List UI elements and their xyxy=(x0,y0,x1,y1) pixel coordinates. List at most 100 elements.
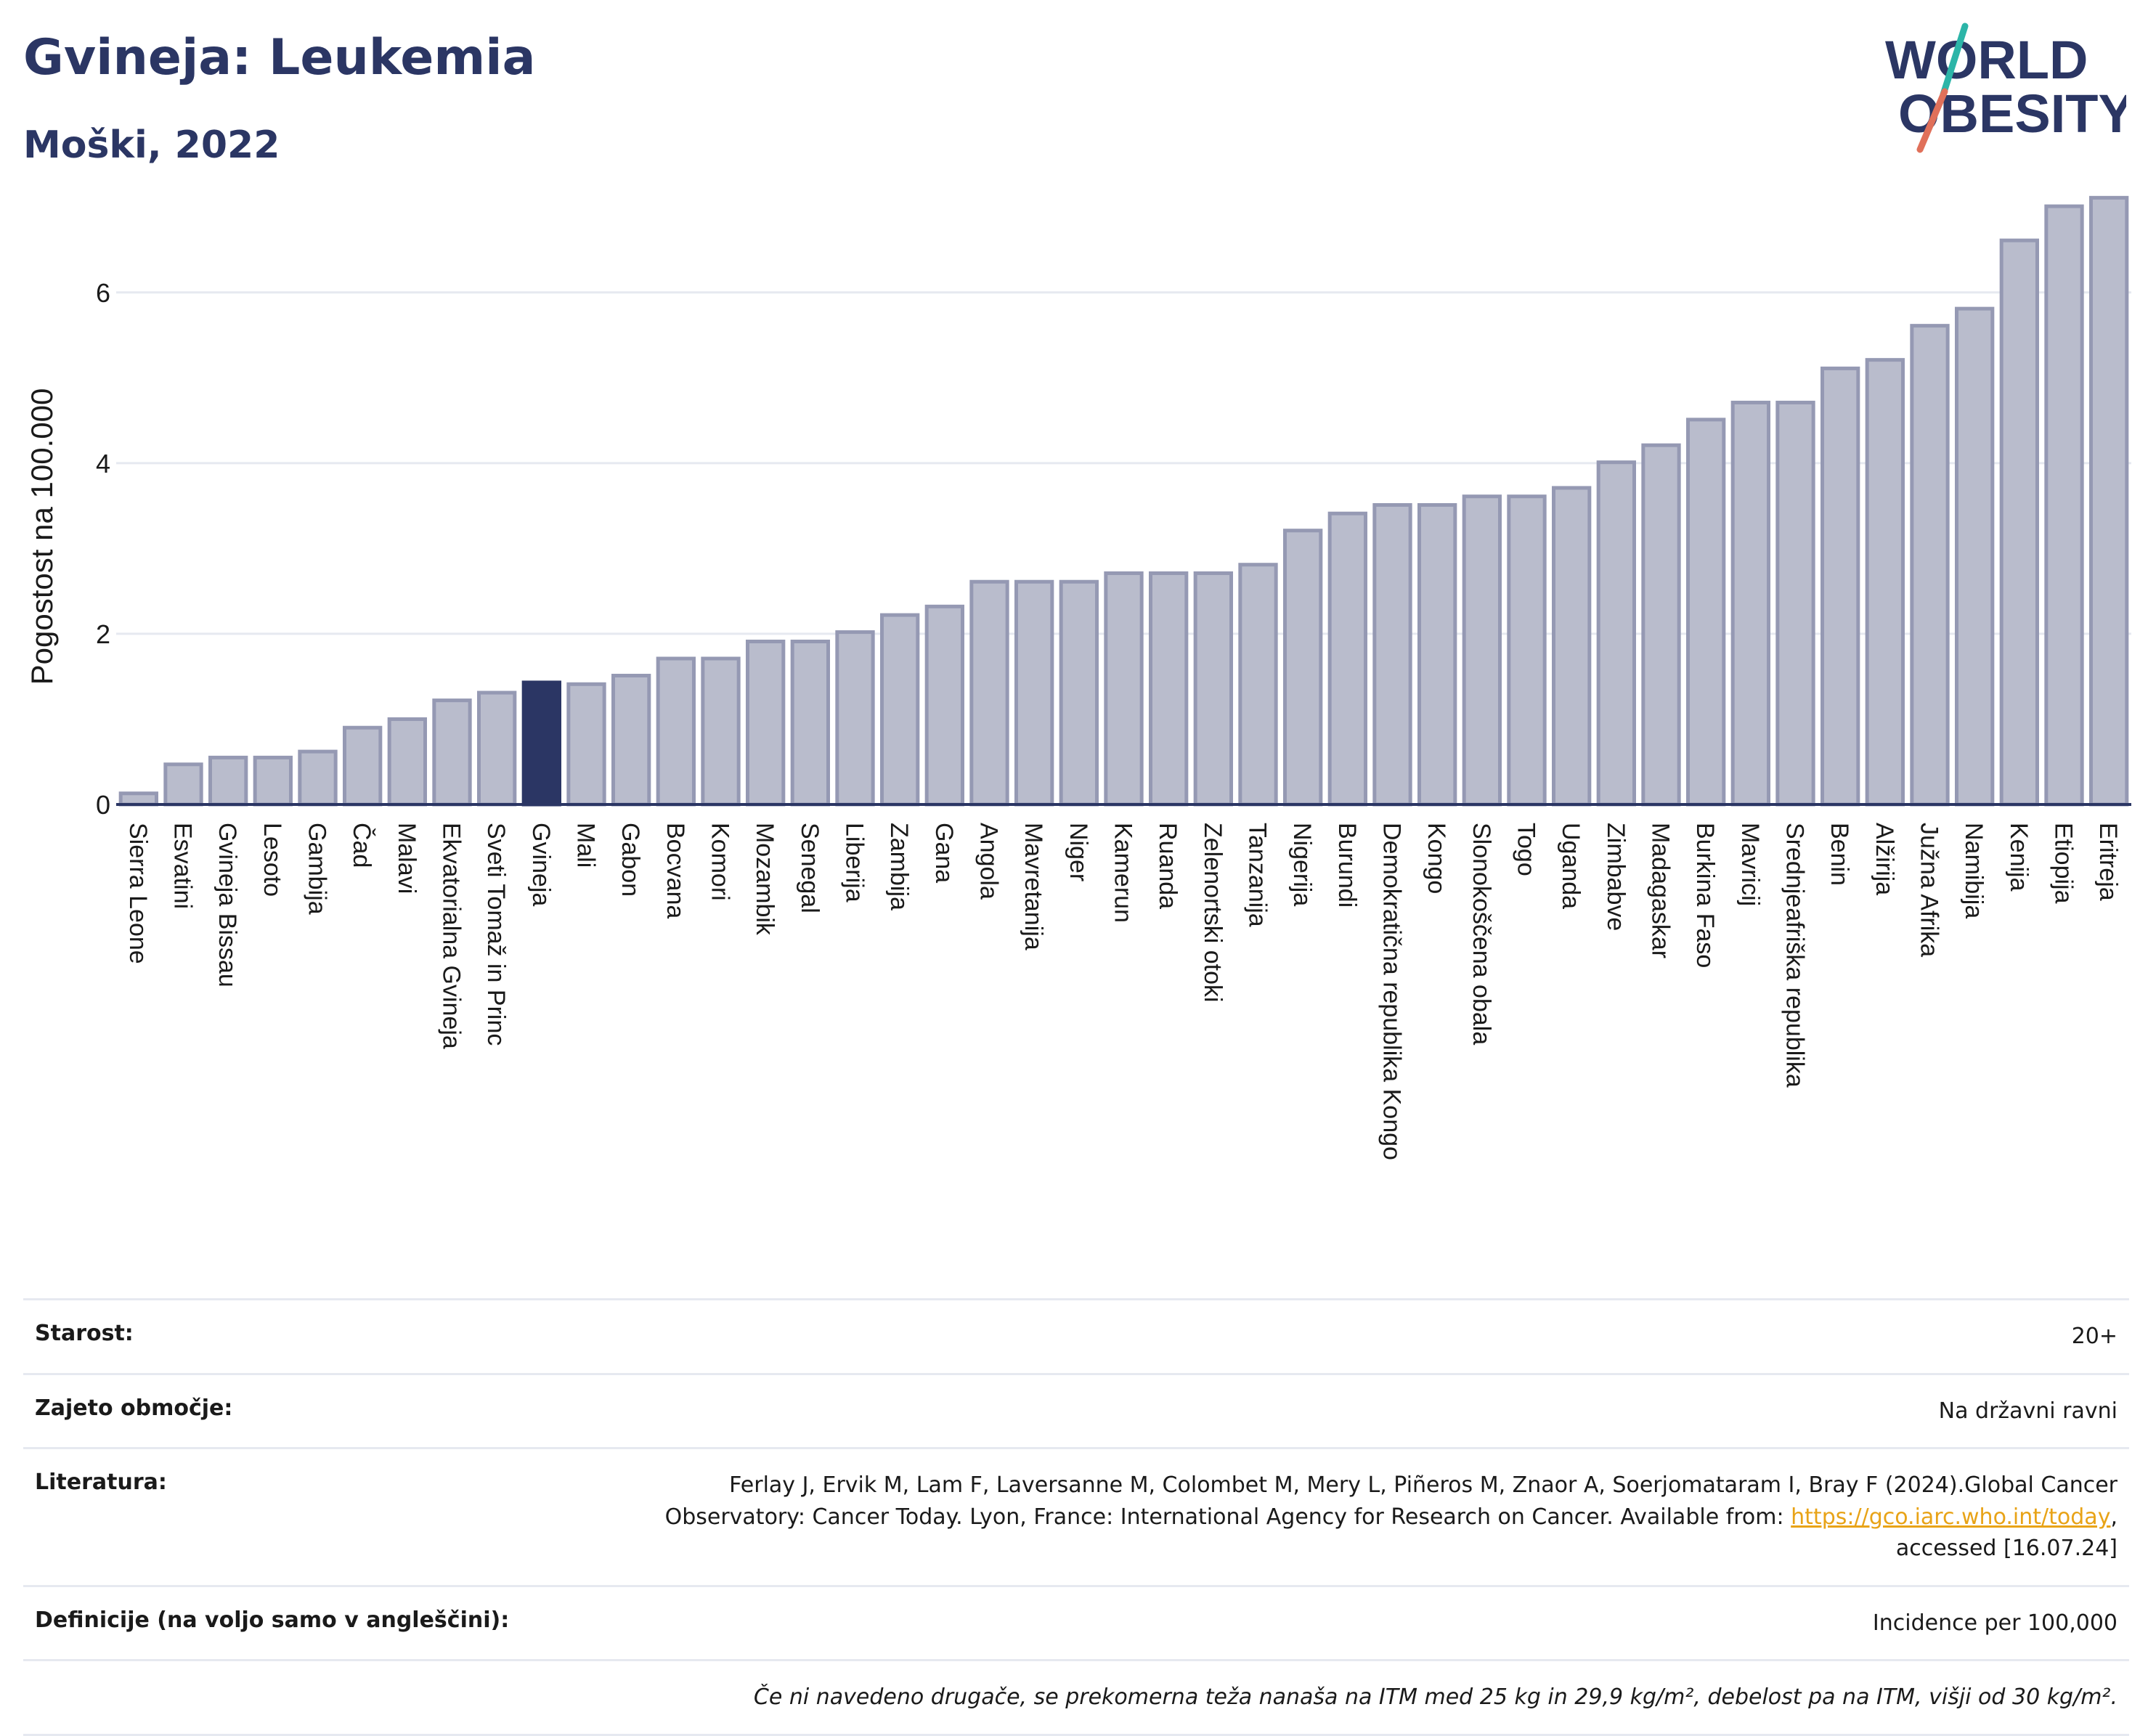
x-tick-label: Slonokoščena obala xyxy=(1468,823,1495,1045)
x-tick-label: Togo xyxy=(1513,823,1540,876)
x-tick-label: Komori xyxy=(707,823,734,901)
logo-slash-teal xyxy=(1940,23,1969,98)
bar-angola xyxy=(969,579,1009,807)
x-tick-label: Nigerija xyxy=(1288,823,1316,906)
x-tick-label: Sveti Tomaž in Princ xyxy=(482,823,510,1046)
bar-gvineja-bissau xyxy=(208,755,248,807)
bar-ekvatorialna-gvineja xyxy=(432,698,472,807)
x-tick-label: Gvineja Bissau xyxy=(213,823,241,987)
x-tick-label: Zambija xyxy=(885,823,913,910)
info-table: Starost: 20+ Zajeto območje: Na državni … xyxy=(23,1298,2129,1736)
page-title: Gvineja: Leukemia xyxy=(23,29,536,86)
x-tick-label: Mozambik xyxy=(751,823,778,936)
x-tick-label: Gambija xyxy=(304,823,331,915)
x-tick-label: Etiopija xyxy=(2050,823,2078,904)
info-row-area: Zajeto območje: Na državni ravni xyxy=(23,1372,2129,1448)
x-tick-label: Sierra Leone xyxy=(124,823,152,964)
area-value: Na državni ravni xyxy=(1938,1398,2118,1424)
bar-togo xyxy=(1507,494,1547,807)
bar-sierra-leone xyxy=(118,791,159,807)
bar-zelenortski-otoki xyxy=(1193,571,1233,807)
y-tick-label: 0 xyxy=(96,790,110,820)
page-subtitle: Moški, 2022 xyxy=(23,123,280,167)
bar-chart: 0 2 4 6 Sierra Leone Esvatini Gvineja Bissau Le… xyxy=(25,195,2131,1160)
x-tick-label: Niger xyxy=(1065,823,1092,881)
definitions-value: Incidence per 100,000 xyxy=(1872,1610,2118,1636)
bar-liberija xyxy=(835,630,875,807)
x-tick-label: Uganda xyxy=(1557,823,1584,909)
bar-čad xyxy=(343,725,383,807)
bar-gana xyxy=(924,604,964,807)
bar-burkina-faso xyxy=(1686,417,1726,807)
x-tick-label: Čad xyxy=(348,823,375,868)
bar-alžirija xyxy=(1865,358,1905,807)
x-tick-label: Kongo xyxy=(1423,823,1450,894)
logo-text-world: WORLD xyxy=(1885,30,2088,90)
x-tick-label: Lesoto xyxy=(259,823,286,897)
bar-demokratična-republika-kongo xyxy=(1372,502,1412,807)
bar-benin xyxy=(1820,366,1860,807)
bar-malavi xyxy=(387,717,428,807)
area-label: Zajeto območje: xyxy=(35,1395,233,1421)
info-row-definitions: Definicije (na voljo samo v angleščini):… xyxy=(23,1584,2129,1660)
bar-uganda xyxy=(1552,486,1592,807)
x-tick-label: Gabon xyxy=(617,823,644,897)
x-tick-label: Gvineja xyxy=(527,823,555,906)
x-tick-label: Južna Afrika xyxy=(1916,823,1943,957)
x-tick-label: Namibija xyxy=(1960,823,1988,918)
bar-madagaskar xyxy=(1641,443,1681,807)
bar-senegal xyxy=(790,640,830,807)
age-value: 20+ xyxy=(2071,1324,2118,1349)
bar-slonokoščena-obala xyxy=(1462,494,1502,807)
literature-value: Ferlay J, Ervik M, Lam F, Laversanne M, … xyxy=(593,1470,2118,1565)
world-obesity-logo: WORLD OBESITY xyxy=(1885,23,2126,153)
x-tick-label: Demokratična republika Kongo xyxy=(1378,823,1406,1160)
literature-link[interactable]: https://gco.iarc.who.int/today xyxy=(1791,1504,2111,1530)
bar-eritreja xyxy=(2089,195,2129,807)
y-axis-label: Pogostost na 100.000 xyxy=(25,388,59,685)
x-tick-label: Madagaskar xyxy=(1647,823,1675,958)
bar-mavretanija xyxy=(1014,579,1054,807)
literature-accessed: , accessed [16.07.24] xyxy=(1895,1504,2118,1562)
x-tick-label: Liberija xyxy=(841,823,868,902)
bar-kamerun xyxy=(1104,571,1144,807)
bar-mali xyxy=(566,682,606,807)
x-tick-label: Angola xyxy=(975,823,1003,900)
age-label: Starost: xyxy=(35,1321,134,1346)
x-tick-label: Bocvana xyxy=(662,823,689,918)
x-tick-label: Gana xyxy=(930,823,958,883)
x-tick-label: Eritreja xyxy=(2094,823,2122,901)
logo-slash-red xyxy=(1916,88,1948,153)
bar-tanzanija xyxy=(1238,563,1278,807)
x-tick-label: Burkina Faso xyxy=(1691,823,1719,968)
bar-bocvana xyxy=(656,656,696,807)
x-tick-label: Esvatini xyxy=(169,823,197,909)
x-tick-label: Srednjeafriška republika xyxy=(1781,823,1809,1088)
bar-zimbabve xyxy=(1596,460,1637,807)
y-tick-label: 4 xyxy=(96,449,110,478)
bar-etiopija xyxy=(2044,204,2084,807)
bar-srednjeafriška-republika xyxy=(1775,400,1815,807)
literature-label: Literatura: xyxy=(35,1470,167,1495)
x-tick-label: Malavi xyxy=(393,823,420,894)
x-tick-label: Mavricij xyxy=(1736,823,1764,906)
bar-nigerija xyxy=(1283,529,1323,807)
x-tick-label: Tanzanija xyxy=(1244,823,1272,927)
bar-ruanda xyxy=(1149,571,1189,807)
bar-kongo xyxy=(1417,502,1457,807)
bar-gambija xyxy=(298,749,338,807)
info-row-age: Starost: 20+ xyxy=(23,1298,2129,1373)
literature-text: Ferlay J, Ervik M, Lam F, Laversanne M, … xyxy=(664,1472,2118,1530)
bar-gabon xyxy=(611,674,651,807)
x-tick-label: Alžirija xyxy=(1871,823,1898,895)
x-tick-label: Mali xyxy=(572,823,600,868)
bar-gvineja xyxy=(521,680,562,807)
definitions-label: Definicije (na voljo samo v angleščini): xyxy=(35,1607,510,1633)
bar-namibija xyxy=(1955,306,1995,807)
bar-južna-afrika xyxy=(1910,324,1950,807)
y-tick-label: 2 xyxy=(96,619,110,649)
bar-burundi xyxy=(1327,511,1367,807)
bar-mavricij xyxy=(1730,400,1771,807)
bar-esvatini xyxy=(163,762,203,807)
x-tick-label: Zelenortski otoki xyxy=(1199,823,1226,1003)
